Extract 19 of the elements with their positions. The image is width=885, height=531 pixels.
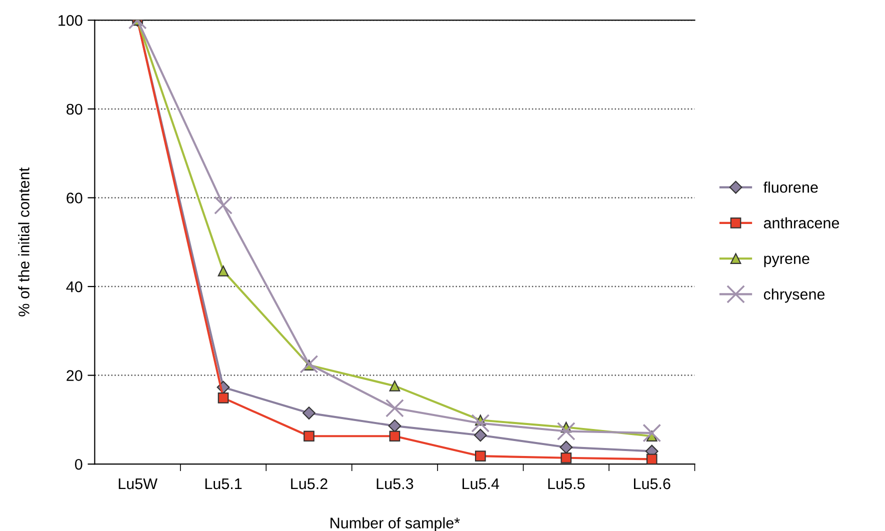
legend-label: fluorene: [763, 182, 818, 193]
legend-label: pyrene: [764, 256, 810, 268]
x-axis-title: Number of sample*: [330, 517, 460, 531]
x-tick-label: Lu5.2: [291, 478, 328, 490]
legend-label: chrysene: [764, 288, 825, 303]
y-tick-label: 60: [66, 192, 82, 204]
y-tick-label: 100: [58, 15, 82, 26]
x-tick-label: Lu5.5: [548, 478, 585, 490]
x-tick-label: Lu5.6: [634, 478, 670, 490]
x-tick-label: Lu5W: [118, 478, 158, 490]
y-tick-label: 0: [74, 458, 82, 470]
x-tick-label: Lu5.3: [376, 478, 414, 490]
y-tick-label: 40: [66, 281, 82, 292]
legend-label: anthracene: [764, 217, 840, 228]
x-tick-label: Lu5.1: [205, 478, 242, 490]
y-tick-label: 20: [66, 370, 82, 381]
y-axis-title: % of the initial content: [18, 168, 30, 316]
x-tick-label: Lu5.4: [462, 478, 500, 490]
y-tick-label: 80: [66, 104, 82, 115]
